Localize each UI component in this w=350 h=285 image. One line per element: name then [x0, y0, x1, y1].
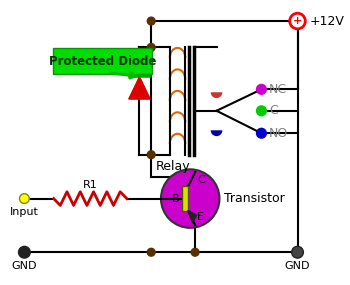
Circle shape [191, 248, 199, 256]
Circle shape [161, 169, 219, 228]
Text: Protected Diode: Protected Diode [49, 54, 156, 68]
Wedge shape [211, 92, 222, 98]
Text: R1: R1 [83, 180, 98, 190]
Circle shape [294, 17, 301, 25]
Text: +: + [293, 16, 302, 26]
Circle shape [147, 17, 155, 25]
Circle shape [147, 151, 155, 158]
Circle shape [257, 106, 266, 116]
Text: C: C [269, 104, 278, 117]
Text: NC: NC [269, 83, 287, 96]
Circle shape [257, 84, 266, 94]
Text: B: B [172, 194, 180, 203]
Circle shape [257, 128, 266, 138]
Circle shape [20, 194, 29, 203]
Text: E: E [197, 212, 204, 222]
Polygon shape [188, 210, 197, 223]
Text: GND: GND [12, 261, 37, 271]
Circle shape [147, 44, 155, 51]
Text: Transistor: Transistor [224, 192, 285, 205]
Bar [182, 186, 188, 211]
Polygon shape [129, 77, 150, 99]
Text: NO: NO [269, 127, 288, 140]
Circle shape [19, 247, 30, 258]
Text: C: C [197, 175, 205, 185]
Circle shape [292, 247, 303, 258]
Text: GND: GND [285, 261, 310, 271]
Text: +12V: +12V [309, 15, 344, 28]
Text: Relay: Relay [156, 160, 191, 173]
Circle shape [147, 248, 155, 256]
Text: Input: Input [10, 207, 39, 217]
Circle shape [290, 13, 305, 29]
Wedge shape [211, 130, 222, 136]
FancyBboxPatch shape [52, 48, 152, 74]
